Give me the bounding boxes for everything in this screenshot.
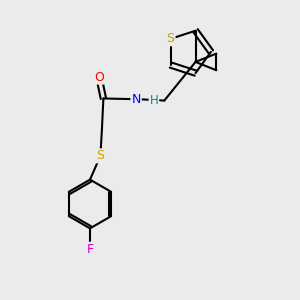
Text: N: N <box>131 93 141 106</box>
Text: H: H <box>149 94 158 107</box>
Text: S: S <box>96 149 104 162</box>
Text: F: F <box>86 243 94 256</box>
Text: O: O <box>94 70 104 84</box>
Text: S: S <box>167 32 175 45</box>
